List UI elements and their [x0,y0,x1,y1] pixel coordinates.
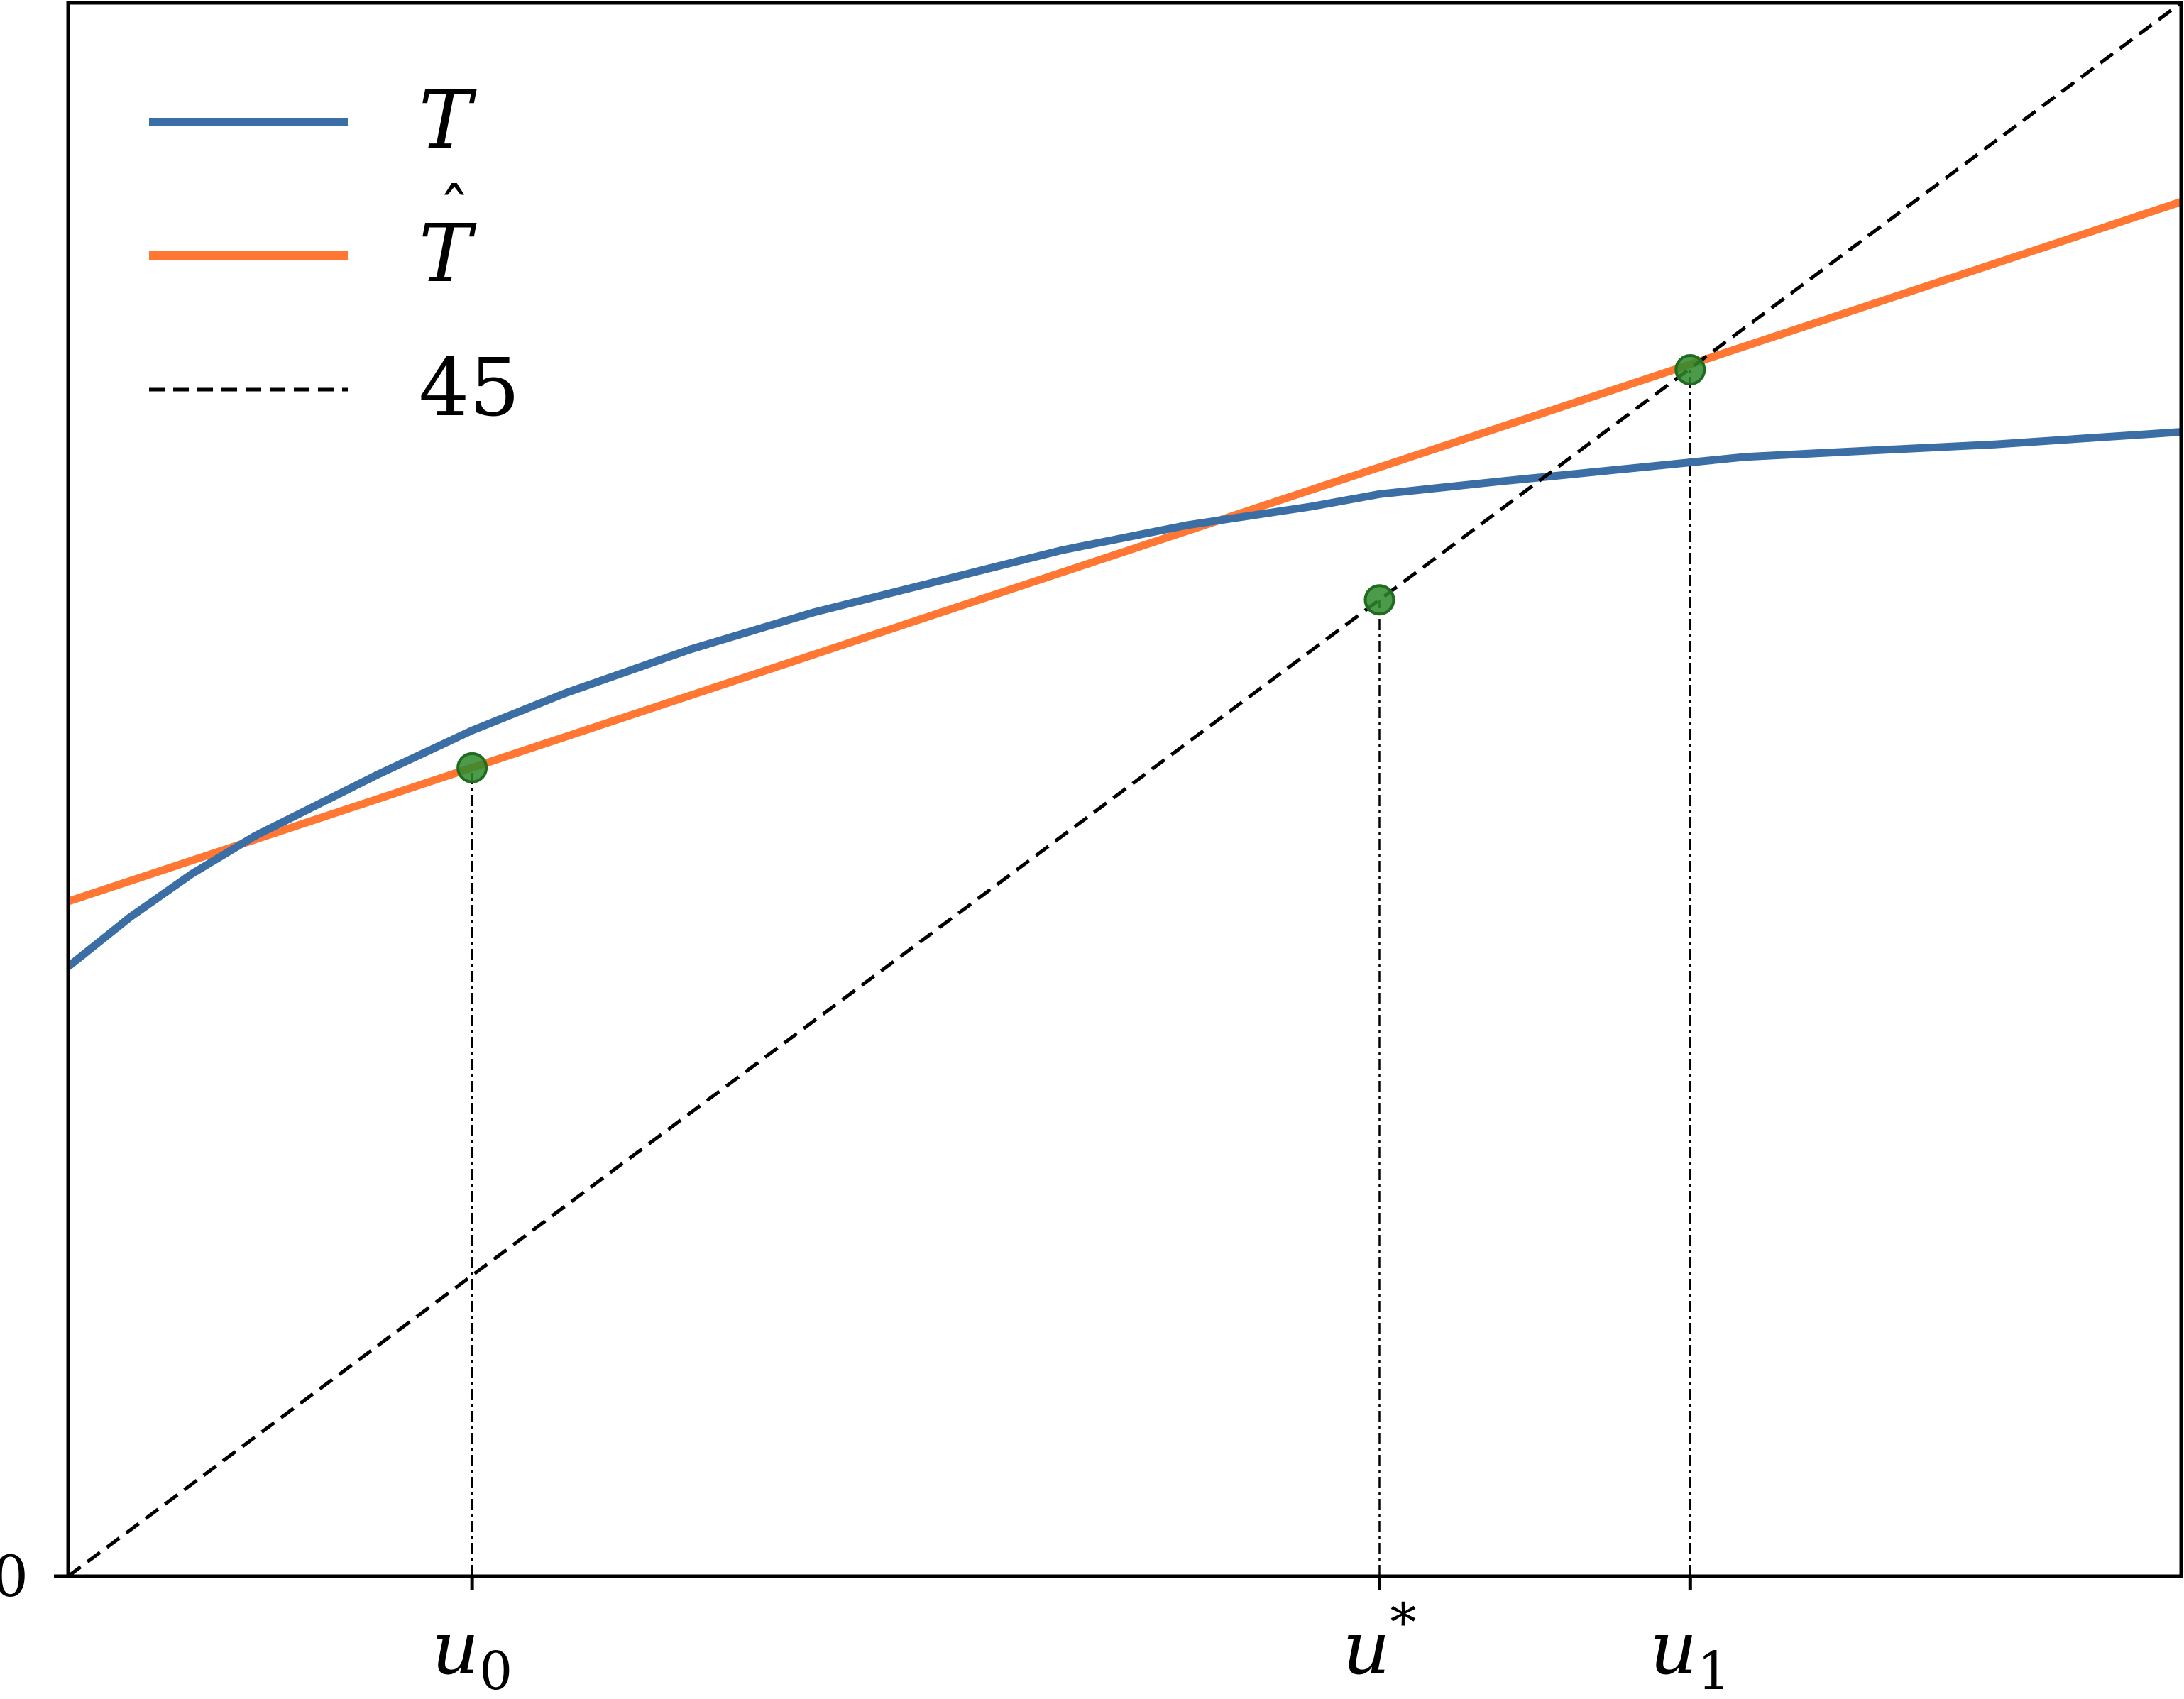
x-tick-label-0: u0 [432,1605,512,1699]
point-marker-1 [1363,584,1395,616]
point-markers [456,354,1706,783]
x-tick-label-1: u* [1342,1593,1416,1691]
y-tick-label-0: 0 [0,1544,28,1610]
legend-label-2: 45 [419,342,520,434]
plot-frame [66,1,2183,1578]
series-lines [68,3,2181,1576]
point-marker-2 [1674,354,1706,386]
legend-hat-accent: ˆ [439,175,471,250]
axis-ticks: 0 u0 u* u1 [0,1544,1730,1699]
series-line-0 [68,428,2181,970]
legend: TTˆ 45 [149,75,520,434]
series-line-2 [68,3,2181,1576]
point-marker-0 [456,752,488,783]
x-tick-label-2: u1 [1650,1605,1730,1699]
vertical-guides [471,370,1691,1576]
series-line-1 [68,198,2181,906]
legend-label-1: T [419,208,477,300]
legend-label-0: T [419,75,477,167]
